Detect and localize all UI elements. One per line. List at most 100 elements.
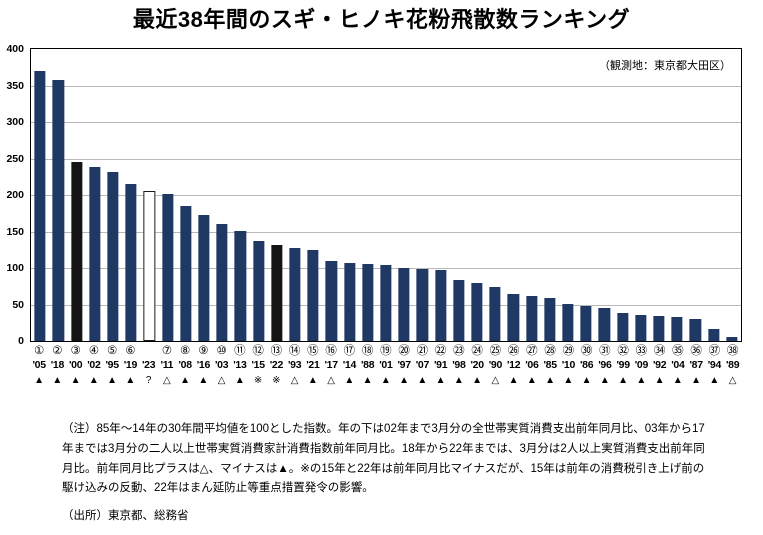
rank-label: ㉞ [653,345,666,357]
gridline [31,231,741,233]
chart-column [249,49,267,341]
year-label-row: '05 '18'00 '02 '95 '19'23 '11 '08 '16'03 '13 '15 '… [30,359,742,372]
chart-column [559,49,577,341]
chart-column [450,49,468,341]
chart-column [522,49,540,341]
year-label: '09 [634,359,649,371]
bar-18 [52,80,64,341]
rank-label: ㉝ [635,345,648,357]
yoy-symbol: △ [327,375,335,386]
yoy-symbol: △ [491,375,500,386]
chart-column [668,49,686,341]
rank-label: ㊱ [690,345,702,357]
rank-label: ㉓ [453,345,465,357]
yoy-symbol: ▲ [581,375,592,386]
bar-92 [653,316,665,341]
rank-label: ㉖ [507,345,520,357]
chart-column [614,49,632,341]
chart-column [231,49,249,341]
rank-label: ② [52,345,63,357]
rank-label: ⑩ [216,345,227,357]
year-label: '91 [433,359,448,371]
chart-column [395,49,413,341]
year-label: '93 [287,359,302,371]
year-label: '98 [452,359,466,371]
year-label: '88 [360,359,375,371]
rank-label: ㉑ [416,345,429,357]
rank-label: ⑳ [398,345,410,357]
chart-column [705,49,723,341]
rank-label: ③ [70,345,81,357]
yoy-symbol: ▲ [198,375,209,386]
gridline [31,122,741,123]
rank-label: ㉛ [599,345,611,357]
yoy-symbol: ▲ [234,375,245,386]
chart-column [340,49,358,341]
year-label: '97 [397,359,411,371]
bar-97 [398,268,410,341]
rank-label: ⑲ [380,345,392,357]
yoy-symbol: ▲ [107,375,118,386]
chart-column [31,49,49,341]
year-label: '95 [105,359,119,371]
bar-23 [143,191,155,341]
year-label: '21 [306,359,320,371]
bar-04 [671,317,683,341]
rank-label: ㉜ [617,345,629,357]
bar-96 [598,308,611,341]
chart-column [413,49,431,341]
chart-column [158,49,176,341]
chart-column [504,49,522,341]
rank-label: ㉟ [672,345,684,357]
source-label: （出所）東京都、総務省 [62,510,189,522]
bar-90 [489,287,501,341]
year-label: '85 [543,359,557,371]
bar-11 [161,194,174,341]
yoy-symbol: ▲ [599,375,610,386]
bar-08 [180,206,192,341]
chart-column [359,49,377,341]
bar-99 [616,313,629,341]
chart-column [67,49,85,341]
bar-21 [307,250,319,341]
bar-88 [362,264,374,341]
y-tick-label: 200 [6,189,24,201]
year-label: '15 [251,359,265,371]
chart-column [686,49,704,341]
bar-14 [343,263,356,341]
year-label: '18 [50,359,65,371]
yoy-symbol: ▲ [563,375,574,386]
rank-label: ⑮ [307,345,319,357]
year-label: '13 [233,359,247,371]
year-label: '10 [561,359,576,371]
chart-column [431,49,449,341]
rank-label: ㊲ [708,345,721,357]
yoy-symbol: ▲ [180,375,191,386]
rank-label: ⑦ [161,345,173,357]
chart-column [486,49,504,341]
gridline [31,158,741,160]
year-label: '19 [123,359,138,371]
plot-area: （観測地：東京都大田区） 0 50 100 150 200 250 300 350 400 [6,43,742,347]
year-label: '89 [725,359,740,371]
yoy-symbol: ▲ [88,375,99,386]
yoy-symbol: △ [163,375,171,386]
rank-label: ① [33,345,45,357]
chart-column [86,49,104,341]
yoy-symbol: △ [217,375,226,386]
rank-label: ⑧ [179,345,191,357]
yoy-symbol: ▲ [691,375,702,386]
yoy-symbol: ▲ [34,375,45,386]
rank-label: ⑬ [270,345,283,357]
year-label: '92 [652,359,667,371]
bar-87 [689,319,702,341]
year-label: '16 [196,359,211,371]
bar-19 [125,184,137,341]
year-label: '22 [269,359,284,371]
yoy-symbol: ▲ [52,375,63,386]
yoy-symbol-row: ▲ ▲ ▲ ▲ ▲ ▲? △ ▲ ▲ △ ▲ ※ ※ △ ▲ △ ▲ ▲ ▲ ▲ ▲ ▲ ▲ ▲ △ ▲ ▲ ▲ ▲ ▲ ▲ ▲ ▲ ▲ ▲ ▲ ▲ △ [30,375,742,387]
year-label: '23 [141,359,156,371]
chart-column [577,49,595,341]
bar-10 [562,304,574,341]
